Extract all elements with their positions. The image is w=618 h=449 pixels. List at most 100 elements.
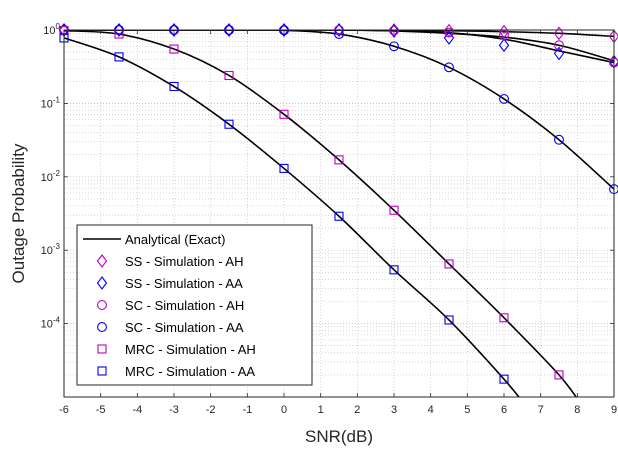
legend-marker-swatch <box>97 322 107 332</box>
legend-box <box>76 224 313 386</box>
data-point-marker <box>114 52 124 62</box>
y-axis-label: Outage Probability <box>9 143 28 283</box>
y-tick-label: 10-3 <box>41 242 61 257</box>
data-point-marker <box>499 93 509 104</box>
x-tick-label: -6 <box>59 404 69 416</box>
y-tick-exponent: -1 <box>53 95 61 104</box>
x-tick-label: 6 <box>501 404 507 416</box>
data-point-marker <box>224 70 234 81</box>
y-tick-label: 10-2 <box>41 169 61 184</box>
y-tick-base: 10 <box>43 25 55 37</box>
data-point-marker <box>388 24 400 38</box>
data-point-marker <box>113 23 125 37</box>
x-axis-label: SNR(dB) <box>305 427 373 446</box>
data-point-marker <box>334 155 344 165</box>
data-point-marker <box>444 62 454 73</box>
x-tick-label: 1 <box>318 404 324 416</box>
data-point-marker <box>498 38 510 53</box>
data-point-marker <box>168 23 180 37</box>
x-tick-label: 7 <box>538 404 544 416</box>
analytical-curve-6 <box>64 37 520 397</box>
data-point-marker <box>389 41 399 52</box>
legend-entry: SS - Simulation - AH <box>96 254 244 269</box>
legend-marker-swatch <box>97 300 107 310</box>
analytical-curve-5 <box>64 30 578 397</box>
data-point-marker <box>224 119 234 129</box>
x-tick-label: 3 <box>391 404 397 416</box>
series-sc-simulation-aa <box>59 25 618 195</box>
data-point-marker <box>389 265 399 275</box>
data-point-marker <box>169 44 179 54</box>
y-tick-base: 10 <box>41 245 53 257</box>
data-point-marker <box>444 315 454 325</box>
data-point-marker <box>333 23 345 37</box>
legend-entry: SS - Simulation - AA <box>96 276 243 291</box>
legend-label: Analytical (Exact) <box>125 232 225 247</box>
data-point-marker <box>389 205 399 215</box>
y-tick-label: 100 <box>43 22 60 37</box>
series-mrc-simulation-aa <box>59 33 509 384</box>
data-point-marker <box>554 40 564 51</box>
legend-entry: SC - Simulation - AH <box>97 298 244 313</box>
legend-marker-swatch <box>96 254 108 268</box>
y-tick-base: 10 <box>41 319 53 331</box>
x-tick-label: -2 <box>206 404 216 416</box>
axes-box <box>63 29 615 398</box>
x-tick-label: 4 <box>428 404 434 416</box>
legend: Analytical (Exact) SS - Simulation - AH SS… <box>76 224 313 386</box>
y-tick-base: 10 <box>41 98 53 110</box>
legend-entry: Analytical (Exact) <box>83 232 225 247</box>
data-point-marker <box>169 81 179 92</box>
x-tick-label: -1 <box>242 404 252 416</box>
x-tick-label: 8 <box>574 404 580 416</box>
legend-entry: SC - Simulation - AA <box>97 320 244 335</box>
data-point-marker <box>499 374 509 384</box>
legend-label: MRC - Simulation - AH <box>125 342 256 357</box>
data-point-marker <box>444 259 454 269</box>
x-tick-label: 2 <box>354 404 360 416</box>
y-tick-exponent: 0 <box>56 22 61 31</box>
legend-entry: MRC - Simulation - AH <box>97 342 256 357</box>
x-tick-label: -3 <box>169 404 179 416</box>
legend-marker-swatch <box>96 276 108 290</box>
series-mrc-simulation-ah <box>59 26 564 380</box>
analytical-curve-2 <box>64 30 614 62</box>
data-point-marker <box>554 134 564 145</box>
y-tick-label: 10-1 <box>41 95 61 110</box>
y-tick-exponent: -4 <box>53 316 61 325</box>
data-point-marker <box>444 27 454 38</box>
legend-label: SS - Simulation - AH <box>125 254 244 269</box>
legend-marker-swatch <box>97 366 107 376</box>
x-tick-label: -5 <box>96 404 106 416</box>
y-tick-exponent: -2 <box>53 169 61 178</box>
legend-label: SS - Simulation - AA <box>125 276 243 291</box>
data-point-marker <box>388 23 400 37</box>
data-point-marker <box>554 370 564 380</box>
y-tick-label: 10-4 <box>41 316 61 331</box>
legend-label: SC - Simulation - AH <box>125 298 244 313</box>
analytical-curve-1 <box>64 30 614 38</box>
legend-label: SC - Simulation - AA <box>125 320 244 335</box>
legend-label: MRC - Simulation - AA <box>125 364 255 379</box>
y-tick-base: 10 <box>41 172 53 184</box>
x-tick-label: 5 <box>464 404 470 416</box>
x-tick-label: -4 <box>132 404 142 416</box>
x-tick-label: 0 <box>281 404 287 416</box>
analytical-curve-3 <box>64 30 614 64</box>
y-tick-exponent: -3 <box>53 242 61 251</box>
data-point-marker <box>553 46 565 61</box>
data-point-marker <box>553 26 565 41</box>
data-point-marker <box>334 211 344 221</box>
x-axis-ticks: -6 -5 -4 -3 -2 -1 0 1 2 3 4 5 6 7 8 9 <box>59 30 617 416</box>
data-point-marker <box>278 23 290 37</box>
legend-entry: MRC - Simulation - AA <box>97 364 255 379</box>
data-point-marker <box>279 163 289 173</box>
legend-marker-swatch <box>97 344 107 354</box>
x-tick-label: 9 <box>611 404 617 416</box>
data-point-marker <box>499 313 509 323</box>
data-point-marker <box>389 25 399 36</box>
data-point-marker <box>223 23 235 37</box>
data-point-marker <box>279 109 289 119</box>
